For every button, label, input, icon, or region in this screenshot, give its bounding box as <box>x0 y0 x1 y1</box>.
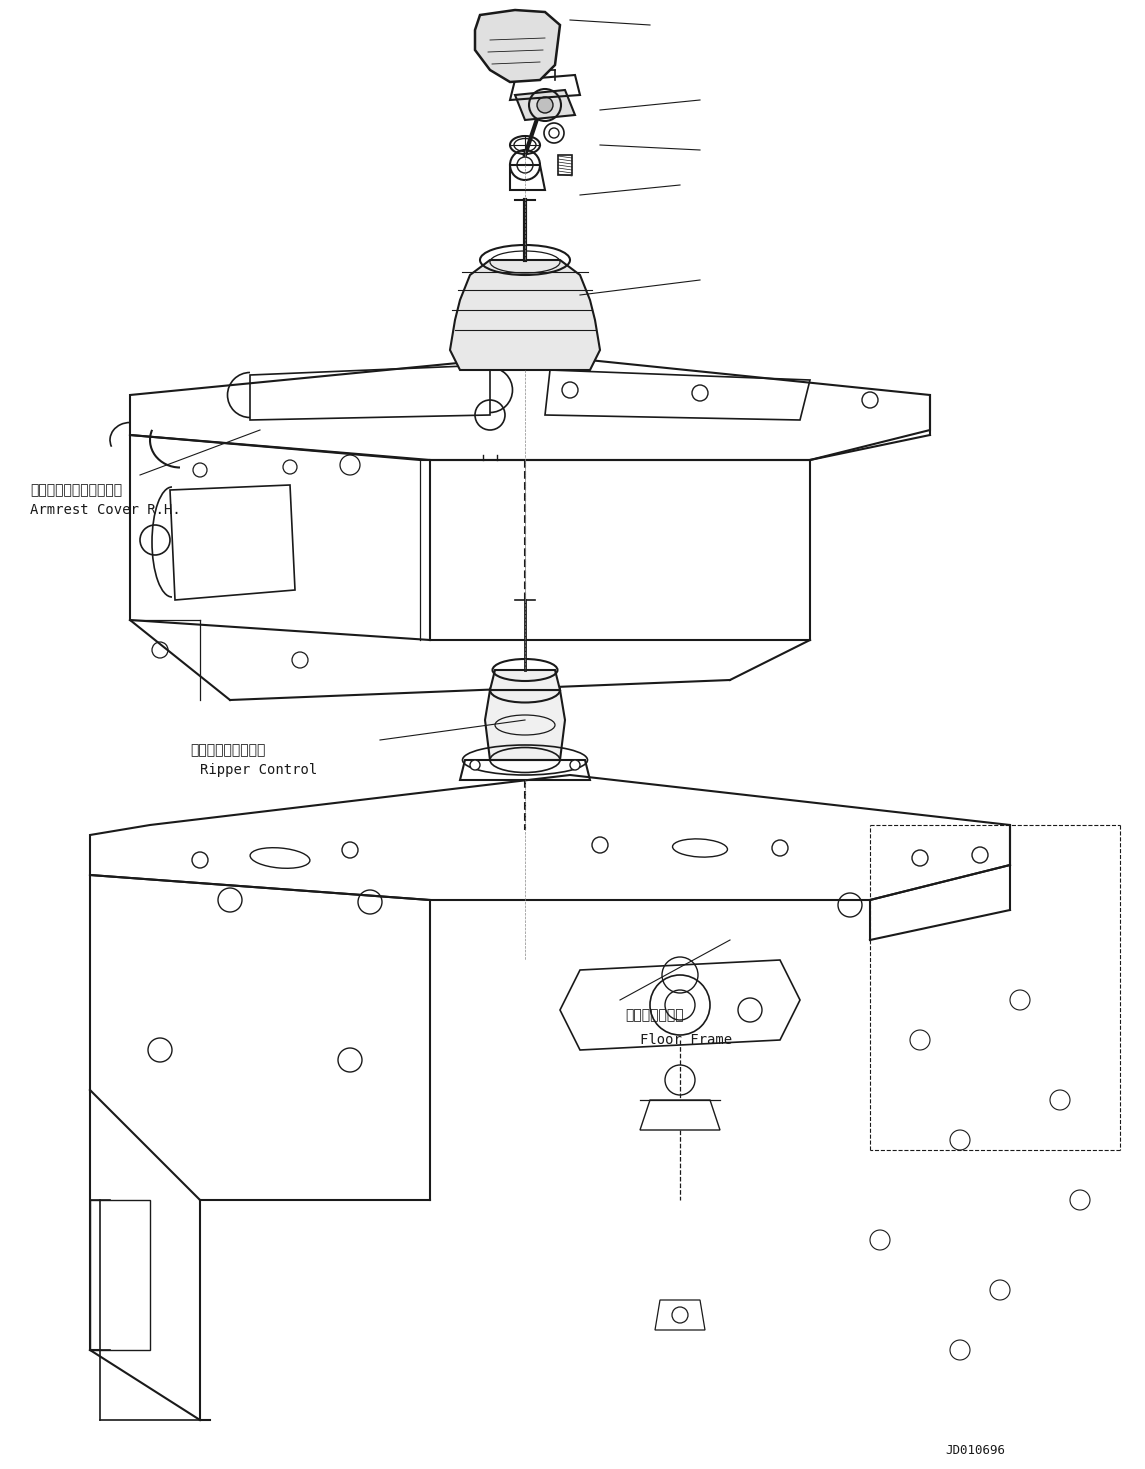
Circle shape <box>570 759 581 770</box>
Circle shape <box>972 848 988 862</box>
Circle shape <box>772 840 788 856</box>
Text: JD010696: JD010696 <box>945 1444 1005 1456</box>
Polygon shape <box>485 690 564 759</box>
Circle shape <box>592 837 608 853</box>
Circle shape <box>342 842 358 858</box>
Circle shape <box>469 759 480 770</box>
Circle shape <box>192 852 208 868</box>
Polygon shape <box>515 90 575 120</box>
Polygon shape <box>490 670 560 690</box>
Text: Ripper Control: Ripper Control <box>200 762 317 777</box>
Circle shape <box>537 97 553 113</box>
Polygon shape <box>475 10 560 82</box>
Text: フロアフレーム: フロアフレーム <box>625 1008 684 1022</box>
Circle shape <box>913 851 927 867</box>
Text: アームレストカバー　右: アームレストカバー 右 <box>30 483 123 497</box>
Text: Floor Frame: Floor Frame <box>640 1033 732 1047</box>
Polygon shape <box>450 260 600 370</box>
Text: Armrest Cover R.H.: Armrest Cover R.H. <box>30 502 181 517</box>
Text: リッパコントロール: リッパコントロール <box>190 743 266 757</box>
